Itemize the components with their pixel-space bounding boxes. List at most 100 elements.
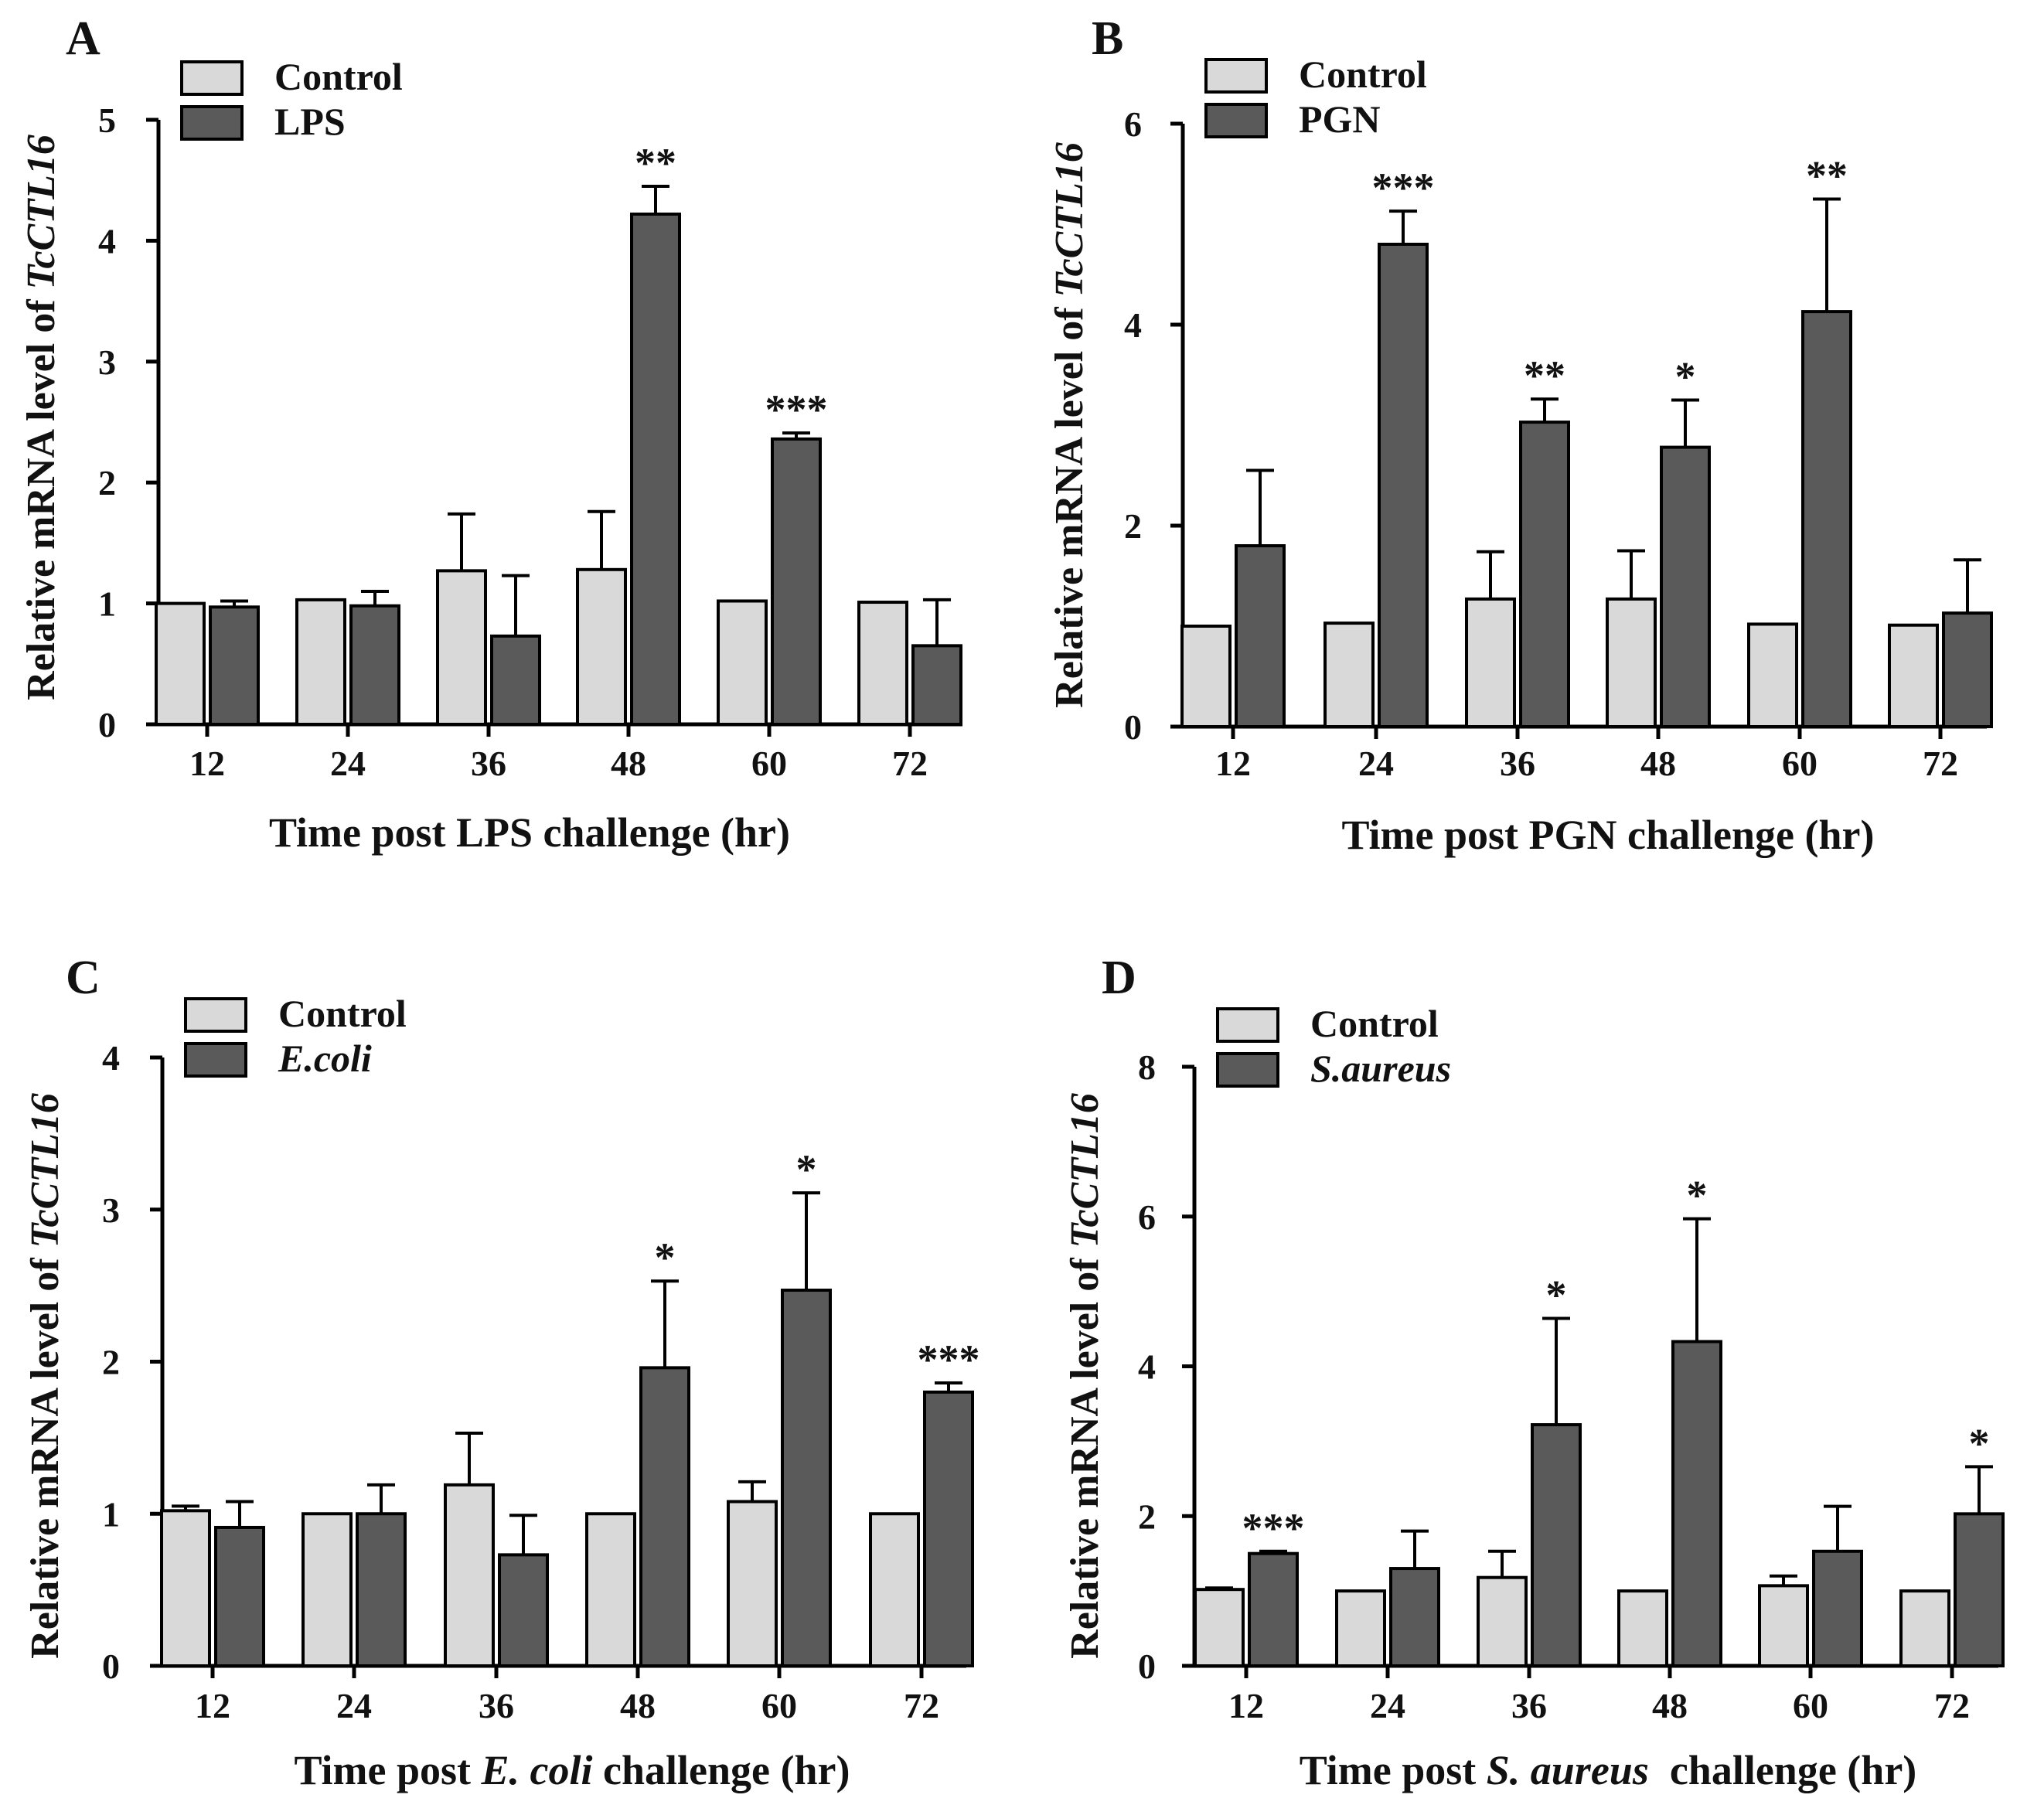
y-axis-label-gene: TcCTL16 (19, 135, 63, 289)
x-tick-label: 24 (330, 744, 366, 783)
x-tick-label: 60 (751, 744, 787, 783)
bar-treated-12 (1248, 1551, 1299, 1667)
x-tick-label: 12 (1215, 744, 1251, 783)
y-tick-label: 8 (1138, 1047, 1156, 1087)
bar-control-36 (436, 569, 487, 727)
bar-treated-36 (498, 1553, 549, 1668)
bar-treated-72 (923, 1390, 974, 1667)
bar-control-12 (1194, 1588, 1245, 1667)
significance-mark: ** (1524, 352, 1565, 399)
x-tick-label: 24 (336, 1686, 372, 1725)
significance-mark: ** (1806, 153, 1848, 199)
panel-label: C (66, 952, 100, 1004)
y-tick-label: 0 (1124, 707, 1142, 747)
x-axis-label-part: S. aureus (1487, 1747, 1649, 1793)
y-tick-label: 4 (98, 221, 116, 261)
bar-control-72 (869, 1512, 920, 1667)
bar-control-12 (1180, 625, 1232, 728)
x-axis-label-part: Time post LPS challenge (hr) (269, 809, 790, 856)
legend-label: Control (278, 992, 407, 1035)
bar-control-48 (1617, 1589, 1668, 1667)
bar-control-60 (1758, 1584, 1809, 1667)
y-axis-label-gene: TcCTL16 (23, 1093, 67, 1248)
bar-treated-12 (209, 605, 260, 726)
x-tick-label: 36 (1511, 1686, 1547, 1725)
bar-treated-72 (1954, 1512, 2005, 1667)
y-axis-label-gene: TcCTL16 (1048, 142, 1092, 297)
panel-label: D (1102, 952, 1136, 1004)
bar-treated-36 (1519, 421, 1570, 728)
bar-treated-24 (349, 604, 400, 727)
x-axis-label: Time post E. coli challenge (hr) (295, 1747, 850, 1793)
bar-treated-48 (1660, 445, 1711, 728)
x-tick-label: 24 (1358, 744, 1394, 783)
x-tick-label: 36 (479, 1686, 514, 1725)
bar-control-48 (576, 567, 627, 726)
legend-label: Control (274, 55, 403, 98)
y-tick-label: 6 (1138, 1197, 1156, 1237)
y-axis-label: Relative mRNA level of TcCTL16 (1063, 1093, 1107, 1659)
significance-mark: * (1546, 1272, 1567, 1319)
significance-mark: * (655, 1235, 676, 1281)
y-axis-label-text: Relative mRNA level of (1063, 1248, 1107, 1658)
x-tick-label: 24 (1370, 1686, 1405, 1725)
legend-swatch-treated (180, 105, 244, 141)
bar-control-60 (1747, 622, 1798, 729)
y-tick-label: 3 (102, 1190, 120, 1230)
legend-label: S.aureus (1310, 1047, 1451, 1090)
legend-label: Control (1299, 53, 1427, 96)
x-tick-label: 72 (904, 1686, 939, 1725)
x-tick-label: 48 (1640, 744, 1676, 783)
legend-label: Control (1310, 1002, 1439, 1045)
legend-label: PGN (1299, 97, 1381, 141)
significance-mark: * (796, 1146, 817, 1193)
significance-mark: *** (765, 387, 828, 433)
significance-mark: *** (918, 1337, 980, 1383)
y-axis-label-text: Relative mRNA level of (23, 1248, 67, 1658)
bar-control-24 (295, 598, 346, 727)
legend-label: E.coli (278, 1037, 372, 1080)
bar-treated-72 (911, 644, 962, 727)
legend-swatch-treated (1216, 1052, 1279, 1088)
bar-control-12 (155, 601, 206, 726)
bar-treated-60 (771, 437, 822, 726)
x-axis-label: Time post PGN challenge (hr) (1342, 812, 1875, 858)
y-tick-label: 0 (102, 1647, 120, 1686)
y-tick-label: 6 (1124, 104, 1142, 144)
bar-treated-48 (639, 1366, 690, 1667)
x-tick-label: 36 (471, 744, 506, 783)
x-axis-label-part: E. coli (481, 1747, 593, 1793)
bar-control-36 (444, 1483, 495, 1668)
legend-swatch-control (184, 997, 247, 1033)
y-tick-label: 2 (102, 1343, 120, 1382)
y-tick-label: 1 (98, 584, 116, 624)
legend-swatch-treated (1204, 103, 1268, 138)
bar-treated-24 (356, 1512, 407, 1667)
significance-mark: ** (635, 140, 676, 186)
bar-treated-48 (1671, 1340, 1722, 1667)
y-axis-label-text: Relative mRNA level of (19, 289, 63, 700)
bar-control-36 (1477, 1575, 1528, 1667)
significance-mark: * (1969, 1420, 1990, 1466)
x-axis-label: Time post S. aureus challenge (hr) (1300, 1747, 1917, 1793)
panel-label: B (1092, 12, 1123, 65)
bar-control-72 (857, 601, 908, 727)
y-tick-label: 1 (102, 1494, 120, 1534)
y-tick-label: 4 (102, 1038, 120, 1078)
bar-treated-24 (1389, 1567, 1440, 1667)
x-tick-label: 12 (189, 744, 225, 783)
y-axis-label: Relative mRNA level of TcCTL16 (23, 1093, 67, 1659)
y-axis-label: Relative mRNA level of TcCTL16 (1048, 142, 1092, 708)
x-tick-label: 60 (1782, 744, 1817, 783)
x-tick-label: 48 (1652, 1686, 1688, 1725)
significance-mark: *** (1242, 1505, 1305, 1551)
x-tick-label: 60 (761, 1686, 797, 1725)
x-tick-label: 72 (1923, 744, 1958, 783)
y-tick-label: 5 (98, 100, 116, 140)
bar-control-48 (585, 1512, 636, 1667)
y-tick-label: 3 (98, 342, 116, 382)
legend-swatch-control (1204, 58, 1268, 94)
significance-mark: * (1687, 1173, 1708, 1219)
